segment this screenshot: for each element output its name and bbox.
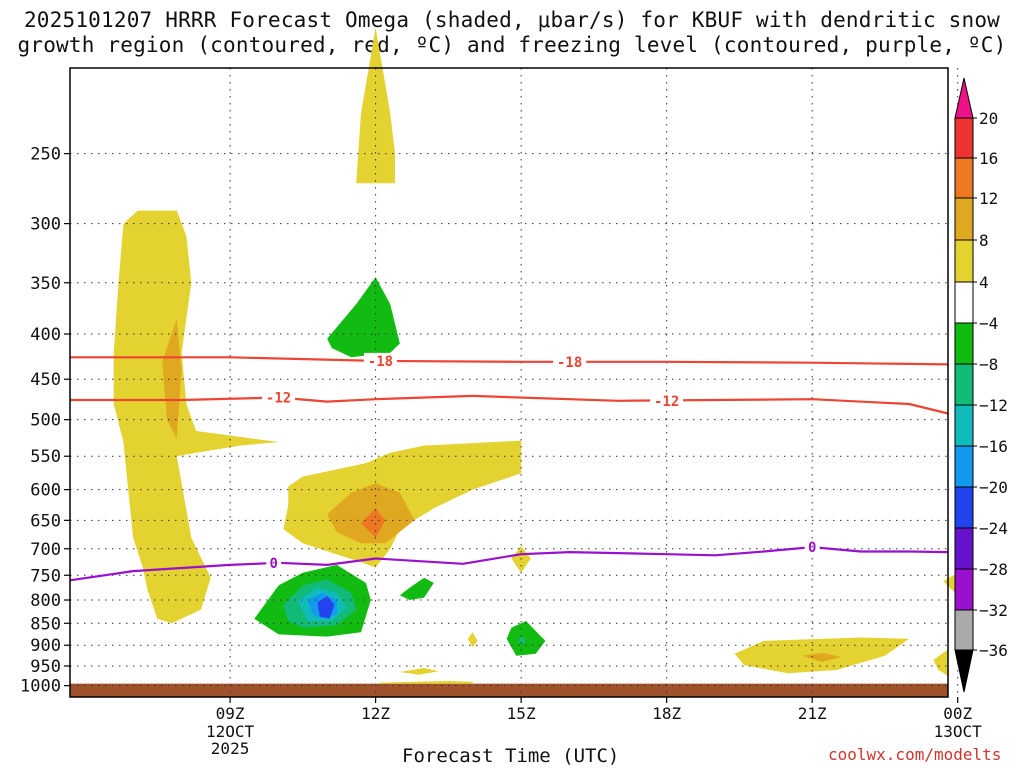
ytick-label-700: 700 bbox=[30, 540, 61, 560]
contour-label-bg-1 bbox=[553, 353, 587, 370]
ytick-label-950: 950 bbox=[30, 657, 61, 677]
colorbar-label-4: 4 bbox=[979, 273, 989, 292]
colorbar-bin-5 bbox=[954, 281, 974, 324]
contour-label-5: 0 bbox=[808, 540, 816, 556]
contour-label-0: -18 bbox=[368, 354, 393, 370]
contour-label-bg-3 bbox=[650, 392, 684, 409]
ytick-label-350: 350 bbox=[30, 274, 61, 294]
contour-label-bg-4 bbox=[266, 554, 282, 571]
omega-region-dipole-blue bbox=[317, 596, 335, 619]
ytick-label-550: 550 bbox=[30, 447, 61, 467]
plot-frame bbox=[69, 67, 949, 698]
ytick-label-500: 500 bbox=[30, 411, 61, 431]
colorbar-label-2: 12 bbox=[979, 189, 998, 208]
omega-region-west-column-core bbox=[162, 319, 182, 439]
colorbar-label-10: −24 bbox=[979, 519, 1008, 538]
xtick-label-12Z: 12Z bbox=[361, 704, 390, 723]
colorbar-label-8: −16 bbox=[979, 437, 1008, 456]
colorbar-label-0: 20 bbox=[979, 109, 998, 128]
omega-region-tealdot-15Z bbox=[518, 636, 526, 644]
colorbar-label-5: −4 bbox=[979, 314, 998, 333]
omega-region-low-yellow-left bbox=[399, 668, 439, 675]
xtick-label-18Z: 18Z bbox=[652, 704, 681, 723]
contour-label-bg-5 bbox=[804, 539, 820, 556]
contour-label-3: -12 bbox=[654, 394, 679, 410]
contour-label-4: 0 bbox=[270, 556, 278, 572]
freezing-level-line bbox=[69, 545, 949, 582]
colorbar-bin-13 bbox=[954, 609, 974, 651]
colorbar-bin-1 bbox=[954, 117, 974, 159]
omega-region-tiny-yellow-14Z bbox=[467, 632, 478, 648]
ytick-label-400: 400 bbox=[30, 325, 61, 345]
omega-region-green-15Z bbox=[506, 621, 546, 656]
ground-strip bbox=[70, 683, 948, 697]
omega-region-east-edge bbox=[933, 649, 948, 676]
colorbar-label-3: 8 bbox=[979, 231, 989, 250]
xtick-sublabel-00Z-0: 13OCT bbox=[934, 722, 983, 741]
xtick-label-00Z: 00Z bbox=[943, 704, 972, 723]
xtick-sublabel-09Z-1: 2025 bbox=[211, 739, 250, 758]
colorbar-bin-4 bbox=[954, 239, 974, 283]
contour-label-bg-2 bbox=[262, 389, 296, 406]
colorbar-label-6: −8 bbox=[979, 355, 998, 374]
contour-label-2: -12 bbox=[266, 391, 291, 407]
colorbar-bin-9 bbox=[954, 445, 974, 488]
omega-region-small-green bbox=[399, 577, 434, 600]
colorbar-bin-10 bbox=[954, 486, 974, 529]
ytick-label-600: 600 bbox=[30, 481, 61, 501]
omega-region-west-column bbox=[113, 210, 279, 624]
colorbar-label-7: −12 bbox=[979, 396, 1008, 415]
colorbar-bin-3 bbox=[954, 197, 974, 241]
ytick-label-800: 800 bbox=[30, 591, 61, 611]
colorbar-label-11: −28 bbox=[979, 560, 1008, 579]
xtick-label-09Z: 09Z bbox=[216, 704, 245, 723]
omega-region-ground-yellow bbox=[380, 681, 473, 684]
omega-region-east-orange bbox=[802, 652, 842, 662]
ytick-label-650: 650 bbox=[30, 511, 61, 531]
ytick-label-300: 300 bbox=[30, 215, 61, 235]
dendritic-line-0 bbox=[70, 356, 949, 366]
ytick-label-250: 250 bbox=[30, 145, 61, 165]
ytick-label-750: 750 bbox=[30, 566, 61, 586]
chart-title-line2: growth region (contoured, red, ºC) and f… bbox=[17, 33, 1007, 57]
xtick-label-15Z: 15Z bbox=[507, 704, 536, 723]
ytick-label-850: 850 bbox=[30, 614, 61, 634]
ytick-label-1000: 1000 bbox=[20, 677, 61, 697]
colorbar-label-12: −32 bbox=[979, 601, 1008, 620]
credit-link[interactable]: coolwx.com/modelts bbox=[828, 745, 1002, 764]
omega-region-green-upper bbox=[327, 277, 400, 358]
colorbar-label-13: −36 bbox=[979, 641, 1008, 660]
colorbar-bin-7 bbox=[954, 363, 974, 406]
colorbar-bin-11 bbox=[954, 527, 974, 570]
x-axis-title: Forecast Time (UTC) bbox=[402, 745, 620, 767]
colorbar-bin-12 bbox=[954, 568, 974, 611]
xtick-label-21Z: 21Z bbox=[798, 704, 827, 723]
colorbar-label-1: 16 bbox=[979, 149, 998, 168]
dendritic-line-1 bbox=[70, 394, 949, 415]
omega-region-mid-blob-8 bbox=[327, 483, 415, 544]
colorbar-bin-8 bbox=[954, 404, 974, 447]
ytick-label-450: 450 bbox=[30, 370, 61, 390]
colorbar-bin-14 bbox=[954, 649, 974, 693]
colorbar-bin-2 bbox=[954, 157, 974, 199]
contour-label-bg-0 bbox=[363, 352, 397, 369]
colorbar-bin-6 bbox=[954, 322, 974, 365]
omega-region-upper-plume bbox=[356, 27, 395, 184]
contour-label-1: -18 bbox=[557, 355, 582, 371]
colorbar-bin-0 bbox=[954, 77, 974, 119]
chart-title-line1: 2025101207 HRRR Forecast Omega (shaded, … bbox=[23, 8, 1001, 32]
ytick-label-900: 900 bbox=[30, 636, 61, 656]
omega-region-mid-blob-12 bbox=[361, 508, 386, 538]
colorbar-label-9: −20 bbox=[979, 478, 1008, 497]
xtick-sublabel-09Z-0: 12OCT bbox=[206, 722, 255, 741]
